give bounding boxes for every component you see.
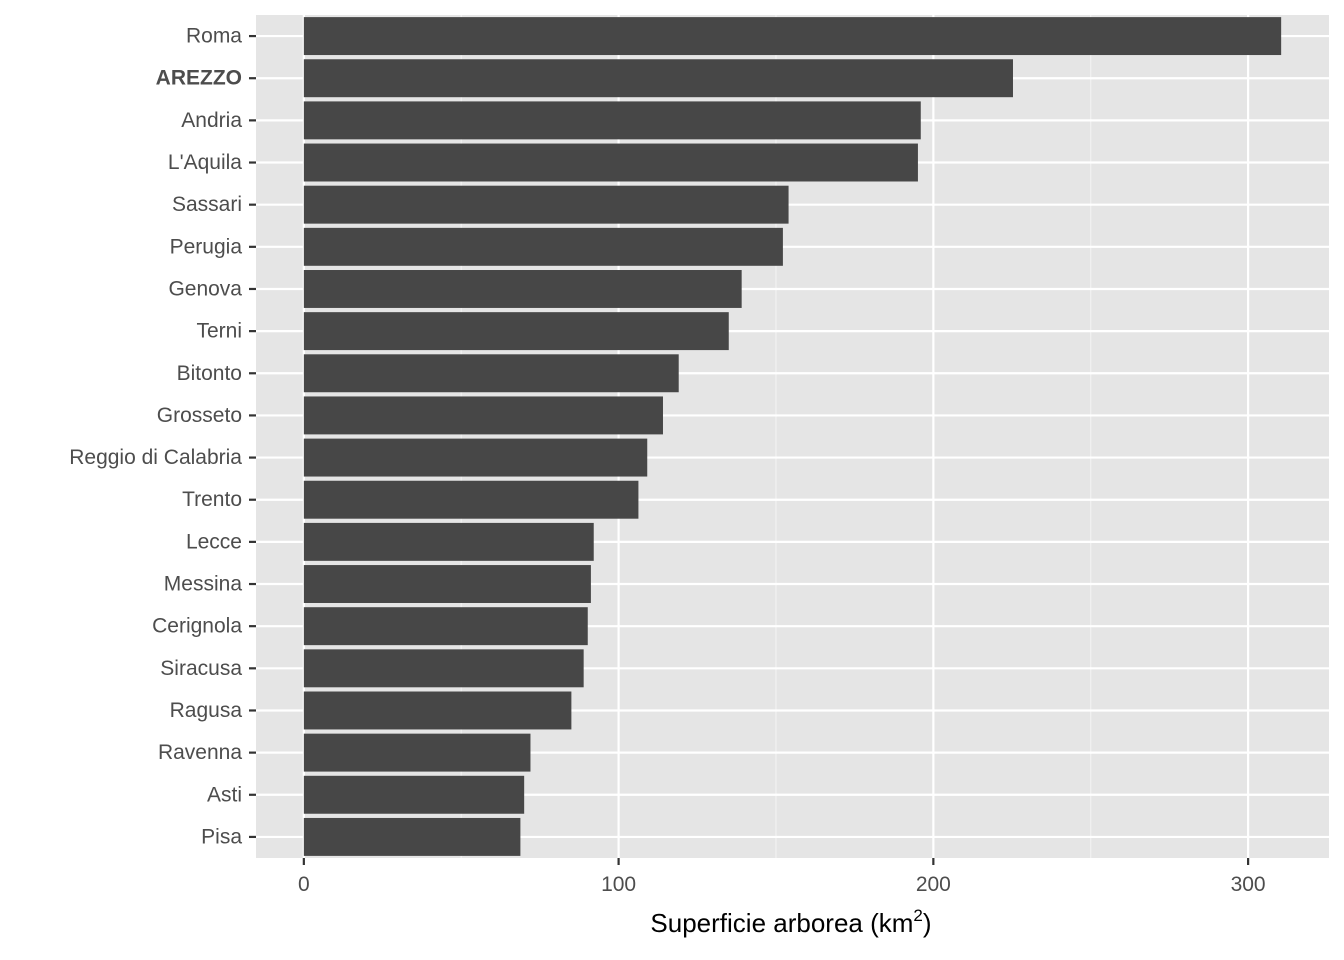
bar — [303, 312, 729, 351]
bar — [303, 59, 1013, 98]
bar — [303, 354, 679, 393]
bar — [303, 691, 572, 730]
bar — [303, 565, 591, 603]
x-axis: 0 100 200 300 — [298, 858, 1266, 896]
y-tick-label: Siracusa — [160, 657, 242, 680]
bar — [303, 227, 783, 266]
x-axis-title-close: ) — [923, 908, 932, 938]
bar — [303, 438, 648, 477]
y-tick-label: Bitonto — [177, 362, 242, 385]
y-tick-label: Genova — [168, 277, 242, 300]
y-tick-label: Cerignola — [152, 615, 242, 638]
x-tick-label: 200 — [916, 873, 951, 896]
bar — [303, 396, 663, 435]
y-tick-label: Ragusa — [170, 699, 243, 722]
y-tick-label: Perugia — [170, 235, 243, 258]
bar — [303, 733, 531, 772]
bar — [303, 185, 789, 224]
y-tick-label: Ravenna — [158, 741, 242, 764]
x-tick-label: 0 — [298, 873, 310, 896]
bar — [303, 817, 521, 856]
y-tick-label: Lecce — [186, 530, 242, 553]
bar — [303, 480, 639, 519]
x-axis-title-superscript: 2 — [913, 906, 922, 925]
y-tick-label: Pisa — [201, 825, 242, 848]
y-tick-label: Messina — [164, 573, 243, 596]
y-tick-label: L'Aquila — [168, 151, 242, 174]
y-tick-label: Grosseto — [157, 404, 242, 427]
bar — [303, 522, 594, 561]
y-tick-label: Reggio di Calabria — [69, 446, 242, 469]
bar — [303, 17, 1282, 56]
x-axis-title: Superficie arborea (km2) — [650, 906, 931, 938]
y-tick-label: Terni — [196, 320, 242, 343]
x-tick-label: 300 — [1231, 873, 1266, 896]
bar — [303, 270, 742, 308]
y-tick-label: Sassari — [172, 193, 242, 216]
y-axis: Roma AREZZO Andria L'Aquila Sassari Perugia Ge… — [69, 25, 256, 848]
x-axis-title-main: Superficie arborea (km — [650, 908, 913, 938]
x-tick-label: 100 — [601, 873, 636, 896]
bar — [303, 101, 921, 140]
bar — [303, 607, 588, 646]
plot-panel — [256, 15, 1329, 858]
y-tick-label: AREZZO — [156, 67, 242, 90]
bar — [303, 775, 525, 814]
y-tick-label: Trento — [182, 488, 242, 511]
bar — [303, 143, 918, 182]
bars — [303, 17, 1282, 856]
y-tick-label: Roma — [186, 25, 242, 48]
y-tick-label: Asti — [207, 783, 242, 806]
y-tick-label: Andria — [181, 109, 242, 132]
bar — [303, 649, 584, 688]
